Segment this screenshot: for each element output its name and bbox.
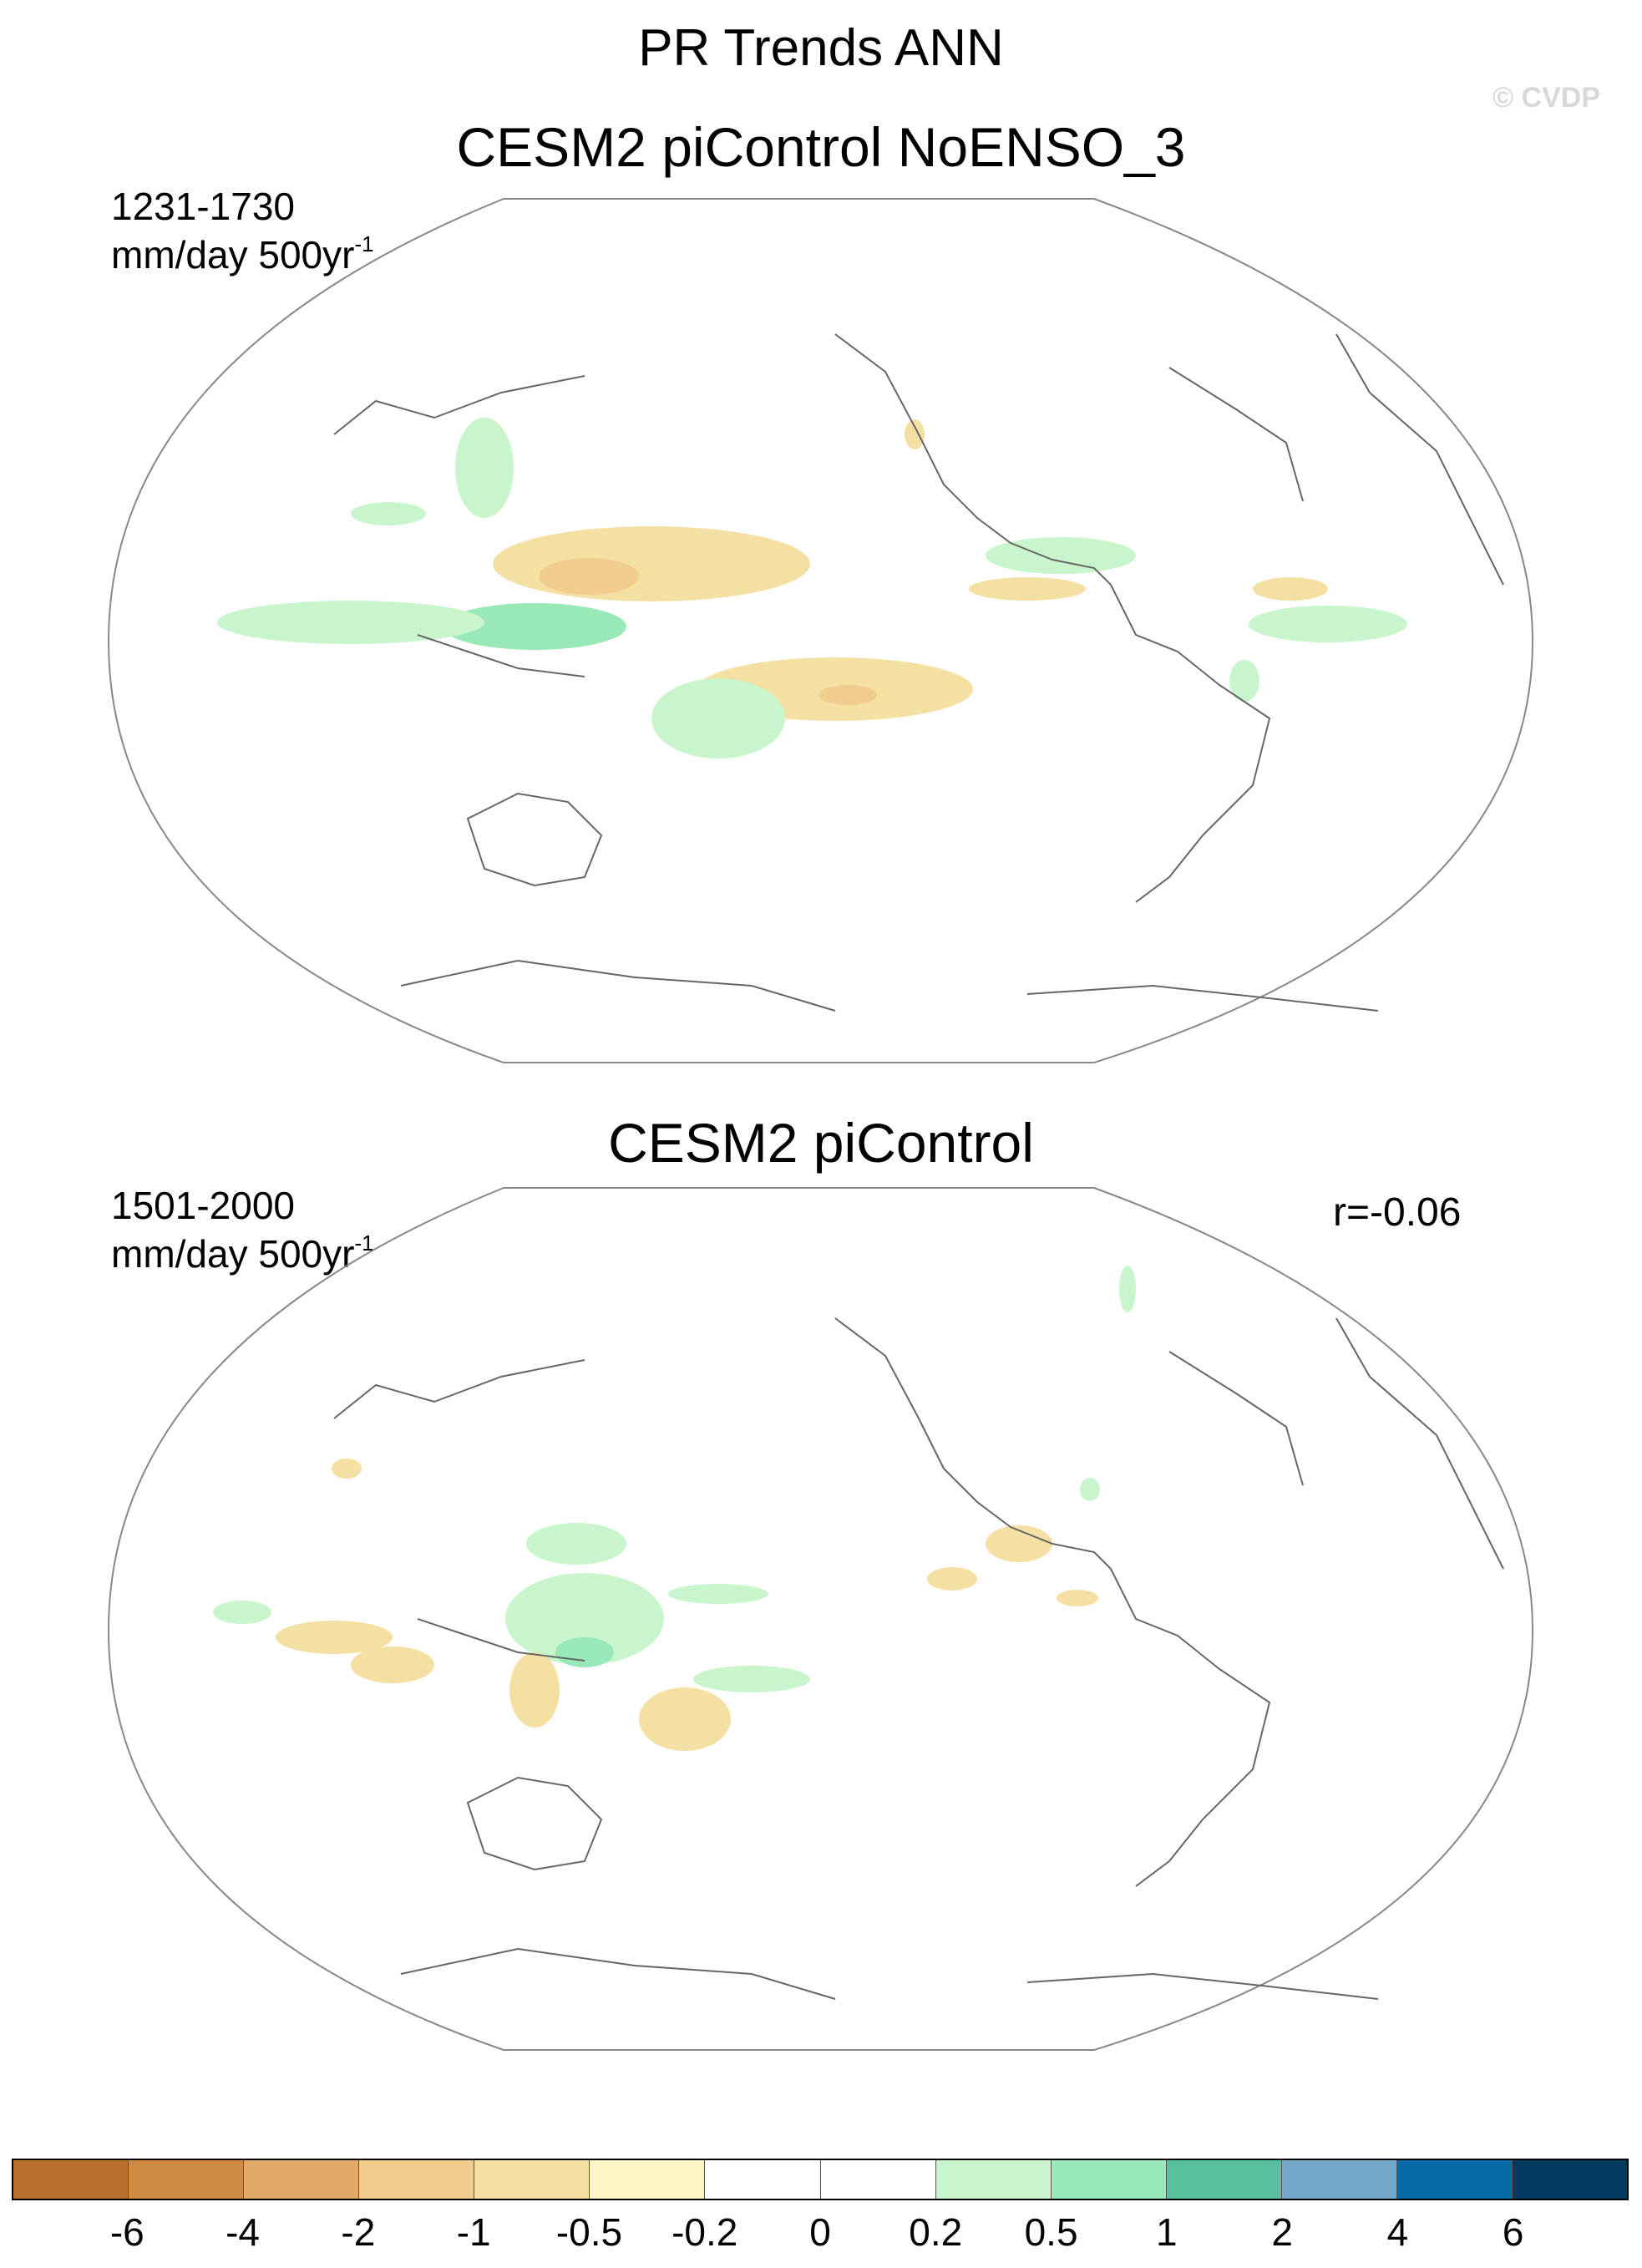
colorbar-swatch [474, 2160, 590, 2199]
panel-2-map-outline [107, 1187, 1534, 2051]
colorbar-tick-label: 0.2 [909, 2210, 963, 2254]
panel-2-title: CESM2 piControl [608, 1112, 1034, 1174]
panel-2-units: mm/day 500yr-1 [111, 1230, 374, 1276]
colorbar-swatch [1513, 2160, 1628, 2199]
colorbar-tick-label: -0.2 [671, 2210, 738, 2254]
coastlines [333, 1317, 1504, 2000]
panel-1-map-outline [107, 198, 1534, 1063]
colorbar-swatch [820, 2160, 936, 2199]
colorbar-tick-label: -6 [109, 2210, 144, 2254]
panel-1-units: mm/day 500yr-1 [111, 231, 374, 277]
colorbar-tick-label: 4 [1386, 2210, 1409, 2254]
colorbar-swatch [359, 2160, 475, 2199]
colorbar-tick-label: -1 [456, 2210, 491, 2254]
colorbar-swatch [1281, 2160, 1397, 2199]
panel-2-map [107, 1187, 1534, 2051]
colorbar [12, 2159, 1629, 2200]
panel-1-map [107, 198, 1534, 1063]
colorbar-swatch [129, 2160, 245, 2199]
colorbar-tick-label: 6 [1502, 2210, 1524, 2254]
colorbar-tick-label: -0.5 [555, 2210, 623, 2254]
panel-2-info: 1501-2000 mm/day 500yr-1 [111, 1181, 374, 1278]
colorbar-swatch [705, 2160, 821, 2199]
trend-shading [217, 418, 1407, 759]
coastlines [333, 333, 1504, 1012]
colorbar-tick-label: -2 [341, 2210, 376, 2254]
panel-1-info: 1231-1730 mm/day 500yr-1 [111, 182, 374, 279]
colorbar-swatch [13, 2160, 129, 2199]
colorbar-swatch [590, 2160, 706, 2199]
colorbar-swatch [1396, 2160, 1513, 2199]
trend-shading [213, 1266, 1136, 1751]
colorbar-tick-label: 1 [1156, 2210, 1178, 2254]
colorbar-swatch [1166, 2160, 1282, 2199]
colorbar-swatch [935, 2160, 1052, 2199]
cvdp-watermark: © CVDP [1492, 82, 1600, 114]
panel-2-correlation: r=-0.06 [1333, 1190, 1462, 1235]
colorbar-swatch [1051, 2160, 1167, 2199]
colorbar-tick-label: -4 [226, 2210, 261, 2254]
colorbar-tick-label: 0 [809, 2210, 831, 2254]
colorbar-tick-label: 0.5 [1024, 2210, 1078, 2254]
panel-1-years: 1231-1730 [111, 185, 295, 228]
figure-title: PR Trends ANN [638, 19, 1004, 77]
colorbar-swatch [244, 2160, 360, 2199]
colorbar-tick-label: 2 [1271, 2210, 1293, 2254]
panel-1-title: CESM2 piControl NoENSO_3 [456, 116, 1186, 178]
panel-2-years: 1501-2000 [111, 1184, 295, 1227]
